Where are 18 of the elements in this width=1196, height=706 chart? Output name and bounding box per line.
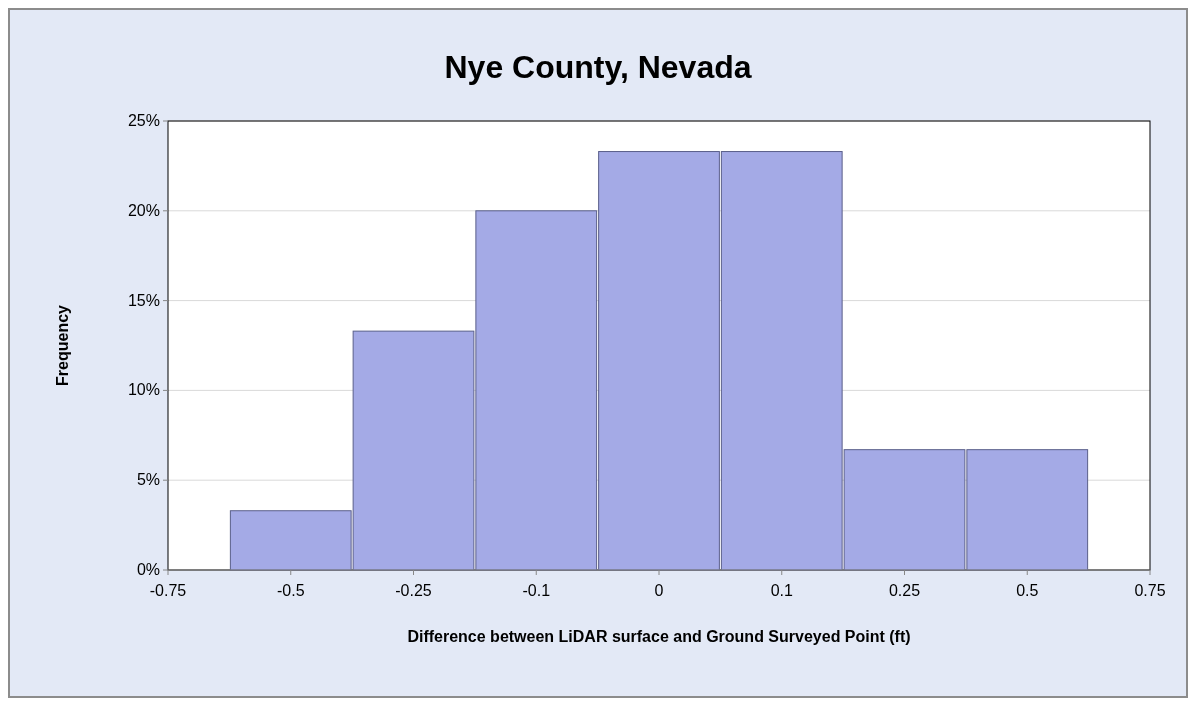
y-tick-label: 20% <box>127 201 160 219</box>
x-tick-label: -0.1 <box>522 582 551 599</box>
y-axis-title: Frequency <box>54 304 71 386</box>
x-tick-label: 0.25 <box>888 582 921 599</box>
y-tick-label: 25% <box>127 112 160 129</box>
x-tick-label: 0.75 <box>1134 582 1166 599</box>
x-tick-label: -0.25 <box>395 582 432 599</box>
x-tick-label: 0 <box>654 582 664 599</box>
x-tick-label: 0.1 <box>770 582 793 599</box>
y-tick-label: 5% <box>136 471 160 489</box>
y-tick-label: 10% <box>127 381 160 399</box>
x-tick-label: -0.5 <box>276 582 305 599</box>
x-axis-title: Difference between LiDAR surface and Ground Surveyed Point (ft) <box>407 628 911 645</box>
x-tick-label: -0.75 <box>149 582 187 599</box>
y-tick-label: 0% <box>136 561 160 578</box>
y-tick-label: 15% <box>127 291 160 309</box>
x-tick-label: 0.5 <box>1016 582 1039 599</box>
chart-title: Nye County, Nevada <box>444 49 752 85</box>
